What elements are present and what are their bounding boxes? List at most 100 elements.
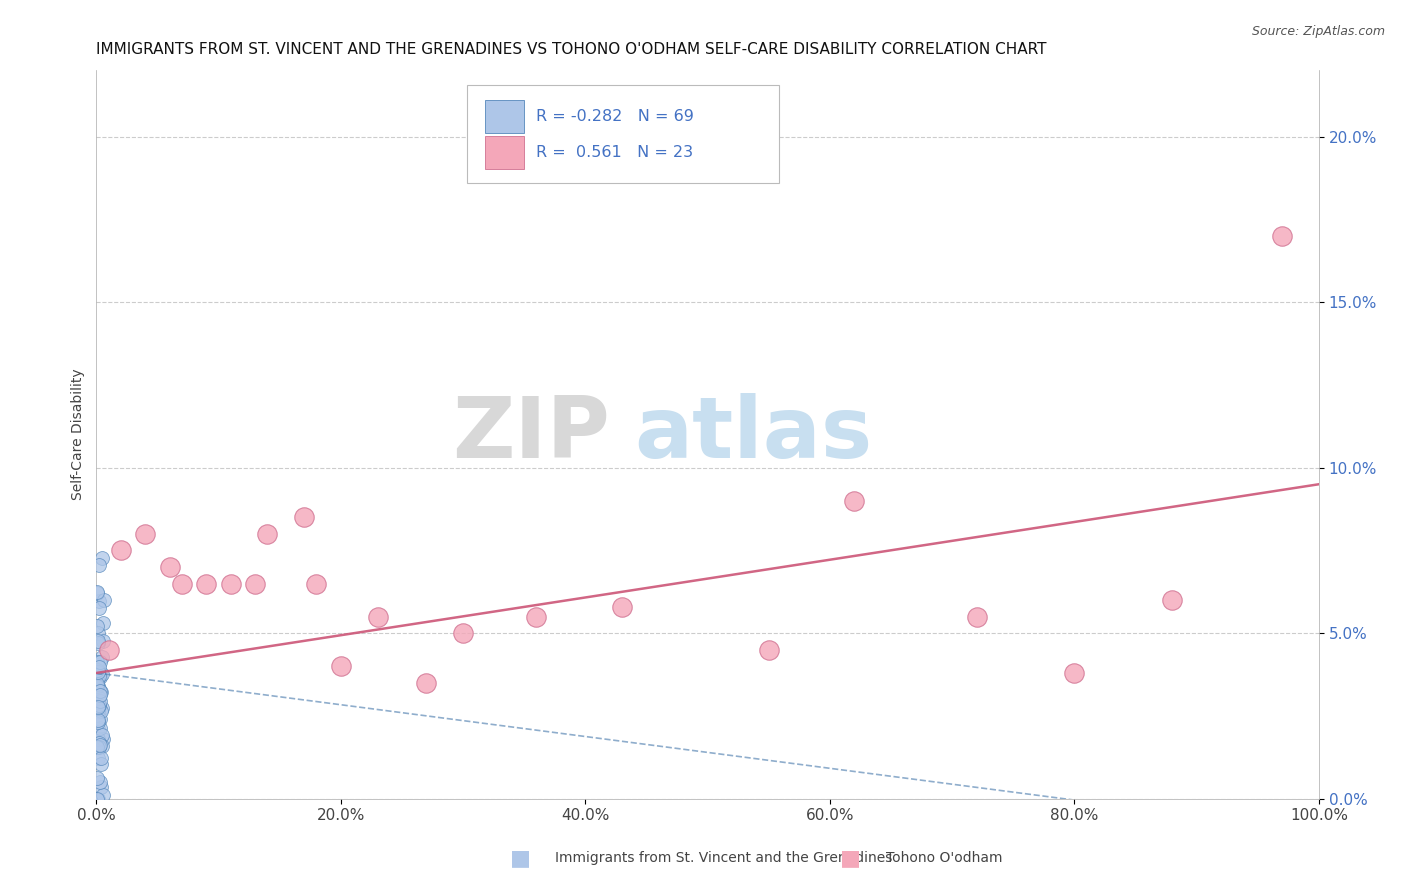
Point: [159, 560, 181, 574]
Point: [1161, 593, 1184, 607]
Point: [89, 694, 111, 708]
Point: [610, 599, 633, 614]
Text: IMMIGRANTS FROM ST. VINCENT AND THE GRENADINES VS TOHONO O'ODHAM SELF-CARE DISAB: IMMIGRANTS FROM ST. VINCENT AND THE GREN…: [97, 42, 1047, 57]
Point: [86, 701, 108, 715]
Point: [87, 698, 110, 712]
Point: [89, 721, 111, 735]
Text: ■: ■: [841, 848, 860, 868]
Point: [89, 682, 111, 697]
Point: [86, 750, 108, 764]
Point: [966, 609, 988, 624]
Text: Immigrants from St. Vincent and the Grenadines: Immigrants from St. Vincent and the Gren…: [555, 851, 893, 865]
Point: [87, 791, 110, 805]
Point: [89, 712, 111, 726]
Point: [87, 696, 110, 710]
Point: [87, 700, 110, 714]
Point: [89, 659, 111, 673]
Point: [86, 655, 108, 669]
Point: [86, 636, 108, 650]
Text: Source: ZipAtlas.com: Source: ZipAtlas.com: [1251, 25, 1385, 38]
Point: [1271, 229, 1294, 244]
Point: [87, 691, 110, 706]
Point: [87, 634, 110, 648]
Y-axis label: Self-Care Disability: Self-Care Disability: [72, 368, 86, 500]
Point: [87, 740, 110, 755]
Point: [86, 771, 108, 785]
Point: [90, 551, 112, 566]
Point: [526, 609, 548, 624]
Point: [86, 679, 108, 693]
Point: [329, 659, 352, 673]
Point: [86, 664, 108, 678]
Point: [86, 700, 108, 714]
Point: [86, 791, 108, 805]
Point: [89, 736, 111, 750]
Point: [89, 738, 111, 752]
Point: [87, 665, 110, 679]
Point: [93, 592, 115, 607]
Point: [89, 688, 111, 702]
Point: [87, 678, 110, 692]
Point: [86, 673, 108, 688]
Point: [89, 774, 111, 789]
Point: [134, 527, 156, 541]
Point: [91, 650, 114, 665]
Point: [86, 584, 108, 599]
Point: [90, 757, 112, 772]
Point: [86, 658, 108, 673]
Point: [89, 670, 111, 684]
Point: [90, 704, 112, 718]
Point: [87, 698, 110, 713]
Point: [90, 667, 112, 681]
Text: R = -0.282   N = 69: R = -0.282 N = 69: [537, 109, 695, 124]
Text: ■: ■: [510, 848, 530, 868]
Point: [219, 576, 242, 591]
Point: [305, 576, 328, 591]
Point: [86, 791, 108, 805]
Point: [91, 700, 114, 714]
Point: [87, 713, 110, 727]
Point: [170, 576, 193, 591]
Point: [87, 722, 110, 736]
Point: [86, 586, 108, 600]
Point: [90, 751, 112, 765]
Point: [87, 704, 110, 718]
Point: [1063, 665, 1085, 680]
Point: [90, 729, 112, 743]
Point: [245, 576, 267, 591]
Point: [87, 664, 110, 678]
Point: [89, 684, 111, 698]
Point: [415, 676, 437, 690]
FancyBboxPatch shape: [485, 100, 524, 133]
Point: [86, 701, 108, 715]
FancyBboxPatch shape: [485, 136, 524, 169]
Text: R =  0.561   N = 23: R = 0.561 N = 23: [537, 145, 693, 161]
Point: [292, 510, 315, 524]
Point: [86, 739, 108, 754]
Text: Tohono O'odham: Tohono O'odham: [886, 851, 1002, 865]
Point: [195, 576, 218, 591]
Point: [86, 677, 108, 691]
Point: [87, 601, 110, 615]
Point: [87, 594, 110, 608]
Point: [86, 626, 108, 640]
Point: [451, 626, 474, 640]
FancyBboxPatch shape: [467, 85, 779, 184]
Point: [90, 685, 112, 699]
Point: [844, 493, 866, 508]
Point: [91, 788, 114, 802]
Point: [87, 669, 110, 683]
Point: [91, 634, 114, 648]
Point: [86, 657, 108, 671]
Point: [90, 739, 112, 753]
Point: [256, 527, 278, 541]
Point: [110, 543, 132, 558]
Point: [93, 616, 115, 631]
Text: atlas: atlas: [634, 393, 873, 476]
Point: [86, 619, 108, 633]
Text: ZIP: ZIP: [453, 393, 610, 476]
Point: [87, 732, 110, 747]
Point: [758, 642, 780, 657]
Point: [86, 714, 108, 729]
Point: [89, 558, 111, 572]
